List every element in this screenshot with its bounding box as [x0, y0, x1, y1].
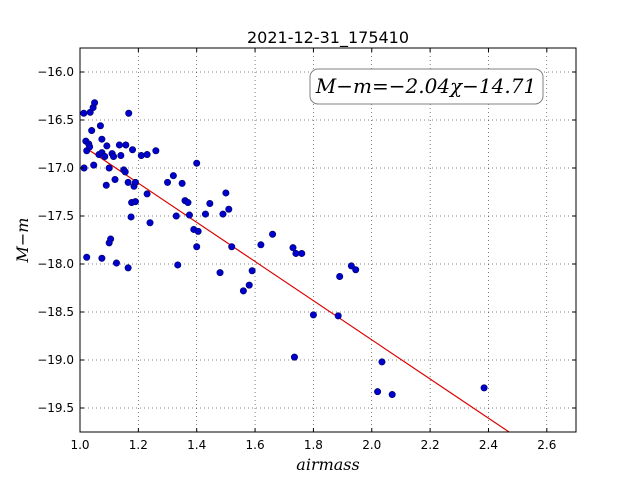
data-point: [98, 254, 106, 262]
x-tick-label: 2.0: [362, 438, 381, 452]
data-point: [122, 141, 130, 149]
data-point: [193, 243, 201, 251]
data-point: [101, 152, 109, 160]
fit-equation: M−m=−2.04χ−14.71: [315, 74, 536, 98]
data-point: [105, 164, 113, 172]
data-point: [480, 384, 488, 392]
data-point: [184, 199, 192, 207]
data-point: [248, 267, 256, 275]
data-point: [83, 253, 91, 261]
data-point: [201, 210, 209, 218]
data-point: [125, 109, 133, 117]
data-point: [112, 259, 120, 267]
data-point: [102, 181, 110, 189]
plot-frame: [79, 47, 577, 433]
data-point: [121, 168, 129, 176]
data-point: [185, 211, 193, 219]
data-point: [219, 210, 227, 218]
data-point: [298, 249, 306, 257]
data-point: [129, 146, 137, 154]
data-point: [98, 135, 106, 143]
data-point: [86, 143, 94, 151]
data-point: [269, 230, 277, 238]
data-point: [292, 249, 300, 257]
data-point: [309, 311, 317, 319]
data-point: [216, 269, 224, 277]
data-point: [107, 235, 115, 243]
data-point: [80, 109, 88, 117]
data-point: [96, 122, 104, 130]
data-point: [146, 219, 154, 227]
data-points: [80, 99, 488, 399]
equation-box-border: [309, 68, 544, 105]
x-axis-label: airmass: [296, 455, 359, 474]
x-tick-label: 1.8: [304, 438, 323, 452]
data-point: [103, 142, 111, 150]
y-tick-label: −18.5: [37, 305, 74, 319]
x-tick-label: 2.4: [479, 438, 498, 452]
data-point: [127, 213, 135, 221]
x-tick-label: 2.6: [537, 438, 556, 452]
axis-ticks: 1.0 1.2 1.4 1.6 1.8 2.0 2.2 2.4 2.6 −16.0 −16.5 −17…: [37, 48, 576, 452]
data-point: [374, 388, 382, 396]
data-point: [164, 178, 172, 186]
y-tick-label: −17.0: [37, 161, 74, 175]
x-tick-label: 1.0: [70, 438, 89, 452]
data-point: [137, 152, 145, 160]
x-tick-label: 1.2: [129, 438, 148, 452]
chart-title: 2021-12-31_175410: [247, 28, 409, 48]
data-point: [222, 189, 230, 197]
data-point: [290, 353, 298, 361]
data-point: [88, 127, 96, 135]
data-point: [143, 151, 151, 159]
data-point: [347, 262, 355, 270]
data-point: [131, 178, 139, 186]
data-point: [194, 227, 202, 235]
data-point: [334, 312, 342, 320]
data-point: [193, 159, 201, 167]
data-point: [90, 161, 98, 169]
y-axis-label: M−m: [13, 218, 32, 264]
data-point: [225, 205, 233, 213]
y-tick-label: −16.5: [37, 113, 74, 127]
y-tick-label: −18.0: [37, 257, 74, 271]
y-tick-label: −16.0: [37, 65, 74, 79]
y-tick-label: −17.5: [37, 209, 74, 223]
fit-line-group: [88, 149, 510, 433]
data-point: [124, 178, 132, 186]
data-point: [111, 176, 119, 184]
x-tick-label: 1.4: [187, 438, 206, 452]
fit-line: [88, 149, 510, 433]
data-point: [131, 198, 139, 206]
grid: [80, 48, 576, 432]
data-point: [174, 261, 182, 269]
data-point: [178, 179, 186, 187]
data-point: [257, 241, 265, 249]
x-tick-label: 2.2: [421, 438, 440, 452]
y-tick-label: −19.5: [37, 401, 74, 415]
data-point: [172, 212, 180, 220]
data-point: [115, 141, 123, 149]
data-point: [143, 190, 151, 198]
data-point: [378, 358, 386, 366]
data-point: [91, 99, 99, 107]
data-point: [110, 152, 118, 160]
data-point: [352, 266, 360, 274]
data-point: [206, 200, 214, 208]
data-point: [289, 244, 297, 252]
data-point: [336, 272, 344, 280]
data-point: [388, 391, 396, 399]
data-point: [228, 243, 236, 251]
data-point: [117, 152, 125, 160]
y-tick-label: −19.0: [37, 353, 74, 367]
data-point: [245, 281, 253, 289]
data-point: [169, 172, 177, 180]
data-point: [124, 264, 132, 272]
x-tick-label: 1.6: [246, 438, 265, 452]
fit-equation-box: M−m=−2.04χ−14.71: [309, 68, 544, 105]
data-point: [152, 147, 160, 155]
data-point: [239, 287, 247, 295]
